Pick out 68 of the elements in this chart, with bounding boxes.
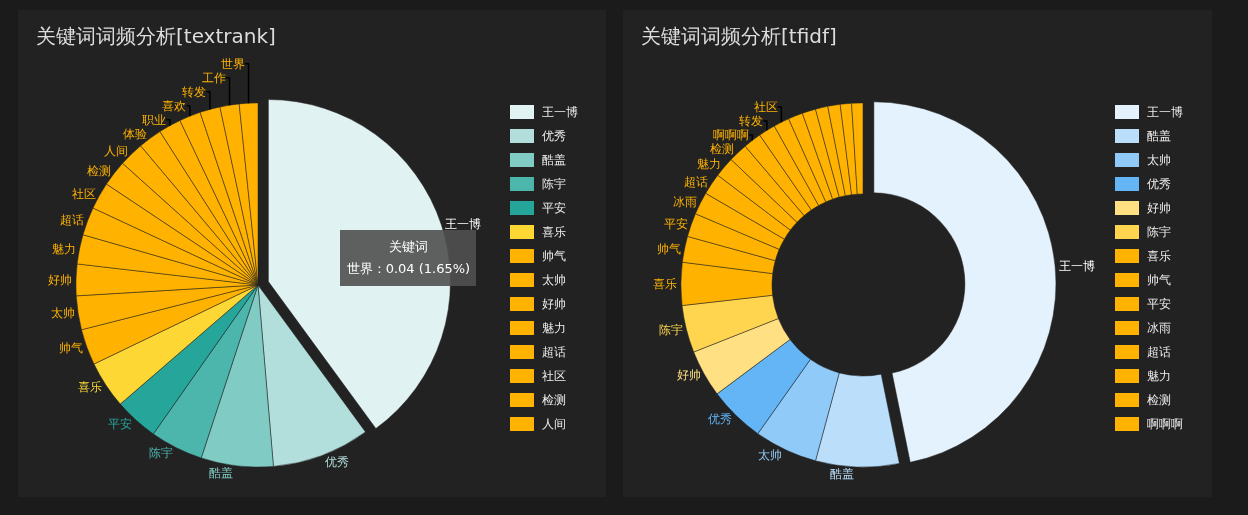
slice-label: 王一博 — [444, 217, 481, 232]
slice-label: 体验 — [122, 126, 147, 141]
legend-label: 优秀 — [1147, 177, 1171, 191]
legend-label: 陈宇 — [542, 177, 566, 191]
legend-label: 平安 — [1147, 297, 1171, 311]
legend-label: 平安 — [542, 201, 566, 215]
slice-label: 工作 — [202, 70, 227, 85]
legend-label: 检测 — [1147, 393, 1171, 407]
legend-label: 陈宇 — [1147, 225, 1171, 239]
slice-label: 酷盖 — [829, 466, 854, 481]
legend-label: 酷盖 — [1147, 129, 1171, 143]
text: 世界 : 0.04 (1.65%) — [347, 261, 471, 276]
slice-label: 酷盖 — [209, 465, 234, 480]
slice-label: 王一博 — [1058, 258, 1095, 273]
slice-label: 喜欢 — [162, 98, 187, 113]
slice-label: 太帅 — [757, 448, 782, 463]
slice-label: 社区 — [71, 187, 96, 202]
legend-label: 检测 — [542, 393, 566, 407]
legend-label: 好帅 — [542, 297, 566, 311]
slice-label: 陈宇 — [148, 446, 173, 461]
legend-label: 帅气 — [542, 249, 566, 263]
slice-label: 喜乐 — [653, 276, 678, 291]
legend-label: 啊啊啊 — [1147, 417, 1183, 431]
legend-label: 社区 — [542, 369, 566, 383]
slice-label: 优秀 — [325, 454, 350, 469]
slice-label: 啊啊啊 — [712, 127, 749, 142]
chart-title: 关键词词频分析[textrank] — [36, 24, 276, 48]
slice-label: 检测 — [86, 163, 111, 178]
slice-label: 帅气 — [656, 241, 681, 256]
slice-label: 喜乐 — [78, 380, 103, 395]
legend-label: 太帅 — [1147, 153, 1171, 167]
slice-label: 人间 — [103, 143, 128, 158]
slice-label: 冰雨 — [672, 194, 697, 209]
slice-label: 魅力 — [696, 157, 721, 172]
slice-label: 职业 — [142, 112, 167, 127]
legend-label: 人间 — [542, 417, 566, 431]
slice-label: 陈宇 — [658, 322, 683, 337]
slice-label: 好帅 — [48, 272, 73, 287]
slice-label: 平安 — [663, 217, 688, 232]
slice-label: 超话 — [683, 174, 708, 189]
legend-label: 魅力 — [1147, 369, 1171, 383]
text: 关键词 — [389, 239, 428, 254]
slice-label: 好帅 — [676, 368, 701, 383]
slice-label: 世界 — [221, 56, 246, 71]
legend-label: 超话 — [542, 345, 566, 359]
slice-label: 魅力 — [51, 241, 76, 256]
legend-label: 魅力 — [542, 321, 566, 335]
slice-label: 优秀 — [708, 411, 733, 426]
slice-label: 平安 — [108, 416, 133, 431]
legend-label: 太帅 — [542, 273, 566, 287]
legend-label: 酷盖 — [542, 153, 566, 167]
slice-label: 太帅 — [50, 306, 75, 321]
legend-label: 喜乐 — [542, 225, 566, 239]
legend-label: 喜乐 — [1147, 249, 1171, 263]
legend-label: 王一博 — [542, 105, 578, 119]
slice-label: 转发 — [182, 84, 207, 99]
legend-label: 王一博 — [1147, 105, 1183, 119]
slice-label: 社区 — [753, 99, 778, 114]
legend-label: 超话 — [1147, 345, 1171, 359]
slice-label: 帅气 — [59, 341, 84, 356]
slice-label: 转发 — [739, 113, 764, 128]
chart-title: 关键词词频分析[tfidf] — [641, 24, 837, 48]
slice-label: 检测 — [710, 141, 735, 156]
slice-label: 超话 — [59, 213, 84, 228]
legend-label: 冰雨 — [1147, 321, 1171, 335]
legend-label: 帅气 — [1147, 273, 1171, 287]
legend-label: 好帅 — [1147, 201, 1171, 215]
legend-label: 优秀 — [542, 129, 566, 143]
